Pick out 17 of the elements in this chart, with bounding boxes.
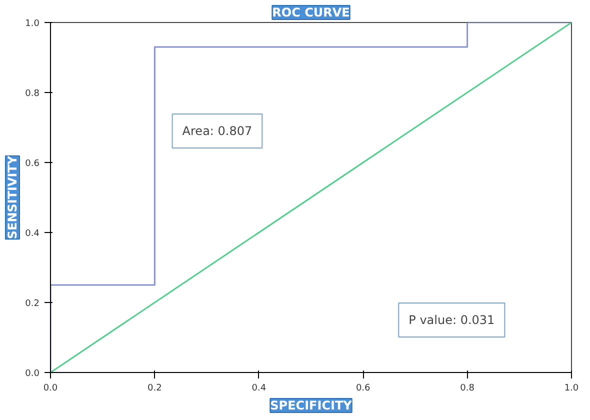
- y-tick-label: 0.6: [25, 159, 40, 169]
- x-tick-label: 0.8: [460, 384, 475, 394]
- x-tick-label: 0.2: [148, 384, 162, 394]
- y-tick-label: 1.0: [25, 19, 40, 29]
- y-axis-title: SENSITIVITY: [6, 156, 20, 240]
- x-tick-label: 0.6: [356, 384, 371, 394]
- x-axis-title: SPECIFICITY: [270, 398, 352, 412]
- x-tick-label: 0.4: [252, 384, 266, 394]
- annotation: Area: 0.807: [182, 124, 252, 138]
- y-tick-label: 0.0: [25, 369, 40, 379]
- chart-title: ROC CURVE: [272, 6, 350, 20]
- y-tick-label: 0.8: [25, 89, 40, 99]
- y-tick-label: 0.4: [25, 229, 40, 239]
- x-tick-label: 0.0: [43, 384, 58, 394]
- annotation: P value: 0.031: [408, 313, 495, 327]
- y-tick-label: 0.2: [25, 299, 40, 309]
- x-tick-label: 1.0: [564, 384, 579, 394]
